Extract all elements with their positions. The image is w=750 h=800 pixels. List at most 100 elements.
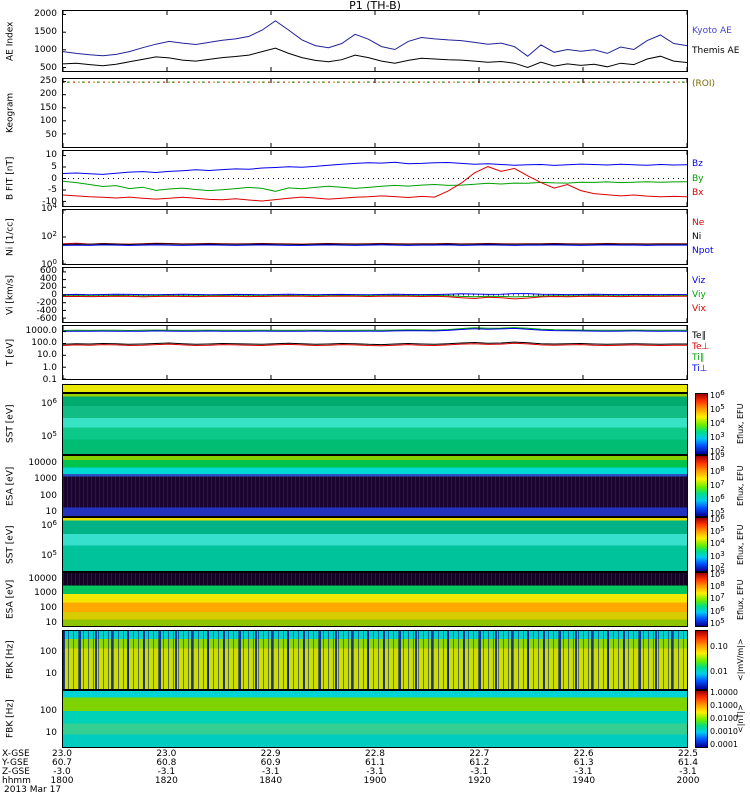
x-tick-value: 61.1	[364, 758, 386, 768]
noise-overlay	[63, 573, 687, 586]
y-tick-label: 200	[39, 282, 57, 292]
exponent: 4	[52, 202, 57, 210]
x-tick-value: 23.0	[51, 749, 73, 759]
panel-density	[62, 209, 688, 265]
y-tick-label: 10	[45, 669, 57, 680]
x-tick-value: 1920	[467, 776, 491, 786]
panel-sst-ions	[62, 517, 688, 572]
series-npot	[63, 244, 687, 246]
y-tick-label: 0.1	[42, 375, 57, 385]
x-tick-value: 22.7	[469, 749, 490, 759]
y-tick-label: 0	[51, 290, 57, 300]
panel-keogram-canvas	[63, 79, 687, 147]
x-tick-value: -3.1	[679, 767, 697, 777]
x-tick-value: 61.2	[469, 758, 490, 768]
x-tick-value: 61.4	[677, 758, 699, 768]
series-ti-para	[63, 327, 687, 332]
y-tick-label: 100	[39, 116, 57, 127]
y-tick-label: 105	[41, 430, 57, 443]
x-tick-value: 22.8	[364, 749, 386, 759]
y-tick-label: 1500	[34, 26, 57, 37]
colorbar-tick-label: 108	[710, 464, 725, 476]
series-viz	[63, 293, 687, 296]
colorbar-sst-ions	[695, 517, 708, 572]
series-bz	[63, 161, 687, 175]
x-tick-value: 60.7	[51, 758, 73, 768]
y-tick-label: -600	[36, 314, 57, 324]
exponent: 3	[720, 549, 725, 558]
exponent: 6	[720, 604, 725, 613]
colorbar-tick-label: 103	[710, 549, 725, 561]
colorbar-tick-label: 109	[710, 567, 725, 579]
x-tick-value: -3.0	[53, 767, 71, 777]
trace-label: By	[692, 173, 704, 184]
x-tick-value: 1840	[259, 776, 283, 786]
y-tick-label: 100	[39, 647, 57, 658]
colorbar-tick-label: 102	[710, 444, 725, 456]
trace-label: Te∥	[692, 331, 707, 341]
exponent: 2	[720, 444, 725, 453]
panel-temperature-canvas	[63, 326, 687, 379]
y-tick-label: 50	[45, 129, 57, 140]
panel-density-canvas	[63, 210, 687, 264]
colorbar-tick-label: 106	[710, 604, 725, 616]
colorbar-fbk-e	[695, 630, 708, 690]
x-tick-value: 61.3	[573, 758, 594, 768]
x-tick-value: 1900	[363, 776, 387, 786]
trace-label: Viz	[692, 276, 706, 286]
colorbar-tick-label: 106	[710, 492, 725, 504]
y-tick-label: 10	[45, 149, 57, 160]
colorbar-tick-label: 109	[710, 450, 725, 462]
exponent: 8	[720, 580, 725, 589]
exponent: 9	[720, 450, 725, 459]
exponent: 4	[720, 537, 725, 546]
y-tick-label: 105	[41, 549, 57, 562]
x-tick-value: -3.1	[157, 767, 176, 777]
noise-overlay	[63, 476, 687, 508]
exponent: 9	[720, 567, 725, 576]
panel-ae-canvas	[63, 11, 687, 71]
exponent: 2	[52, 230, 57, 238]
y-tick-label: 250	[39, 75, 57, 86]
y-tick-label: -5	[48, 185, 57, 196]
y-tick-label: 10	[45, 727, 57, 738]
y-tick-label: 100	[39, 603, 57, 614]
series-ni	[63, 243, 687, 246]
y-tick-label: 100	[39, 490, 57, 501]
y-tick-label: 100	[39, 706, 57, 717]
colorbar-tick-label: 0.0001	[710, 739, 738, 749]
colorbar-tick-label: 104	[710, 416, 725, 428]
trace-label: Viy	[692, 290, 706, 300]
y-tick-label: 106	[41, 519, 57, 532]
x-tick-value: -3.1	[574, 767, 593, 777]
y-tick-label: 2000	[34, 8, 57, 19]
colorbar-esa-electrons	[695, 455, 708, 517]
exponent: 8	[720, 464, 725, 473]
panel-fbk-e	[62, 630, 688, 690]
exponent: 5	[52, 549, 57, 558]
y-tick-label: 10.0	[36, 350, 57, 361]
x-tick-value: 1820	[154, 776, 178, 786]
y-tick-label: -10	[42, 197, 57, 208]
date-label: 2013 Mar 17	[4, 785, 62, 795]
exponent: 6	[720, 512, 725, 521]
exponent: 6	[720, 492, 725, 501]
x-tick-value: -3.1	[470, 767, 489, 777]
axis-row-label: Y-GSE	[2, 758, 29, 768]
trace-label: Ni	[692, 232, 702, 242]
axis-row-label: X-GSE	[2, 749, 30, 759]
trace-label: Bz	[692, 159, 703, 170]
series-kyoto-ae	[63, 20, 687, 57]
colorbar-tick-label: 106	[710, 388, 725, 400]
colorbar-tick-label: 108	[710, 580, 725, 592]
colorbar-tick-label: 107	[710, 592, 725, 604]
trace-label: Ti⊥	[692, 364, 708, 374]
exponent: 5	[720, 525, 725, 534]
trace-label: Te⊥	[692, 342, 710, 352]
colorbar-tick-label: 102	[710, 562, 725, 574]
y-tick-label: 1.0	[42, 362, 57, 373]
x-tick-value: 60.8	[156, 758, 177, 768]
panel-temperature	[62, 325, 688, 380]
series-themis-ae	[63, 47, 687, 69]
